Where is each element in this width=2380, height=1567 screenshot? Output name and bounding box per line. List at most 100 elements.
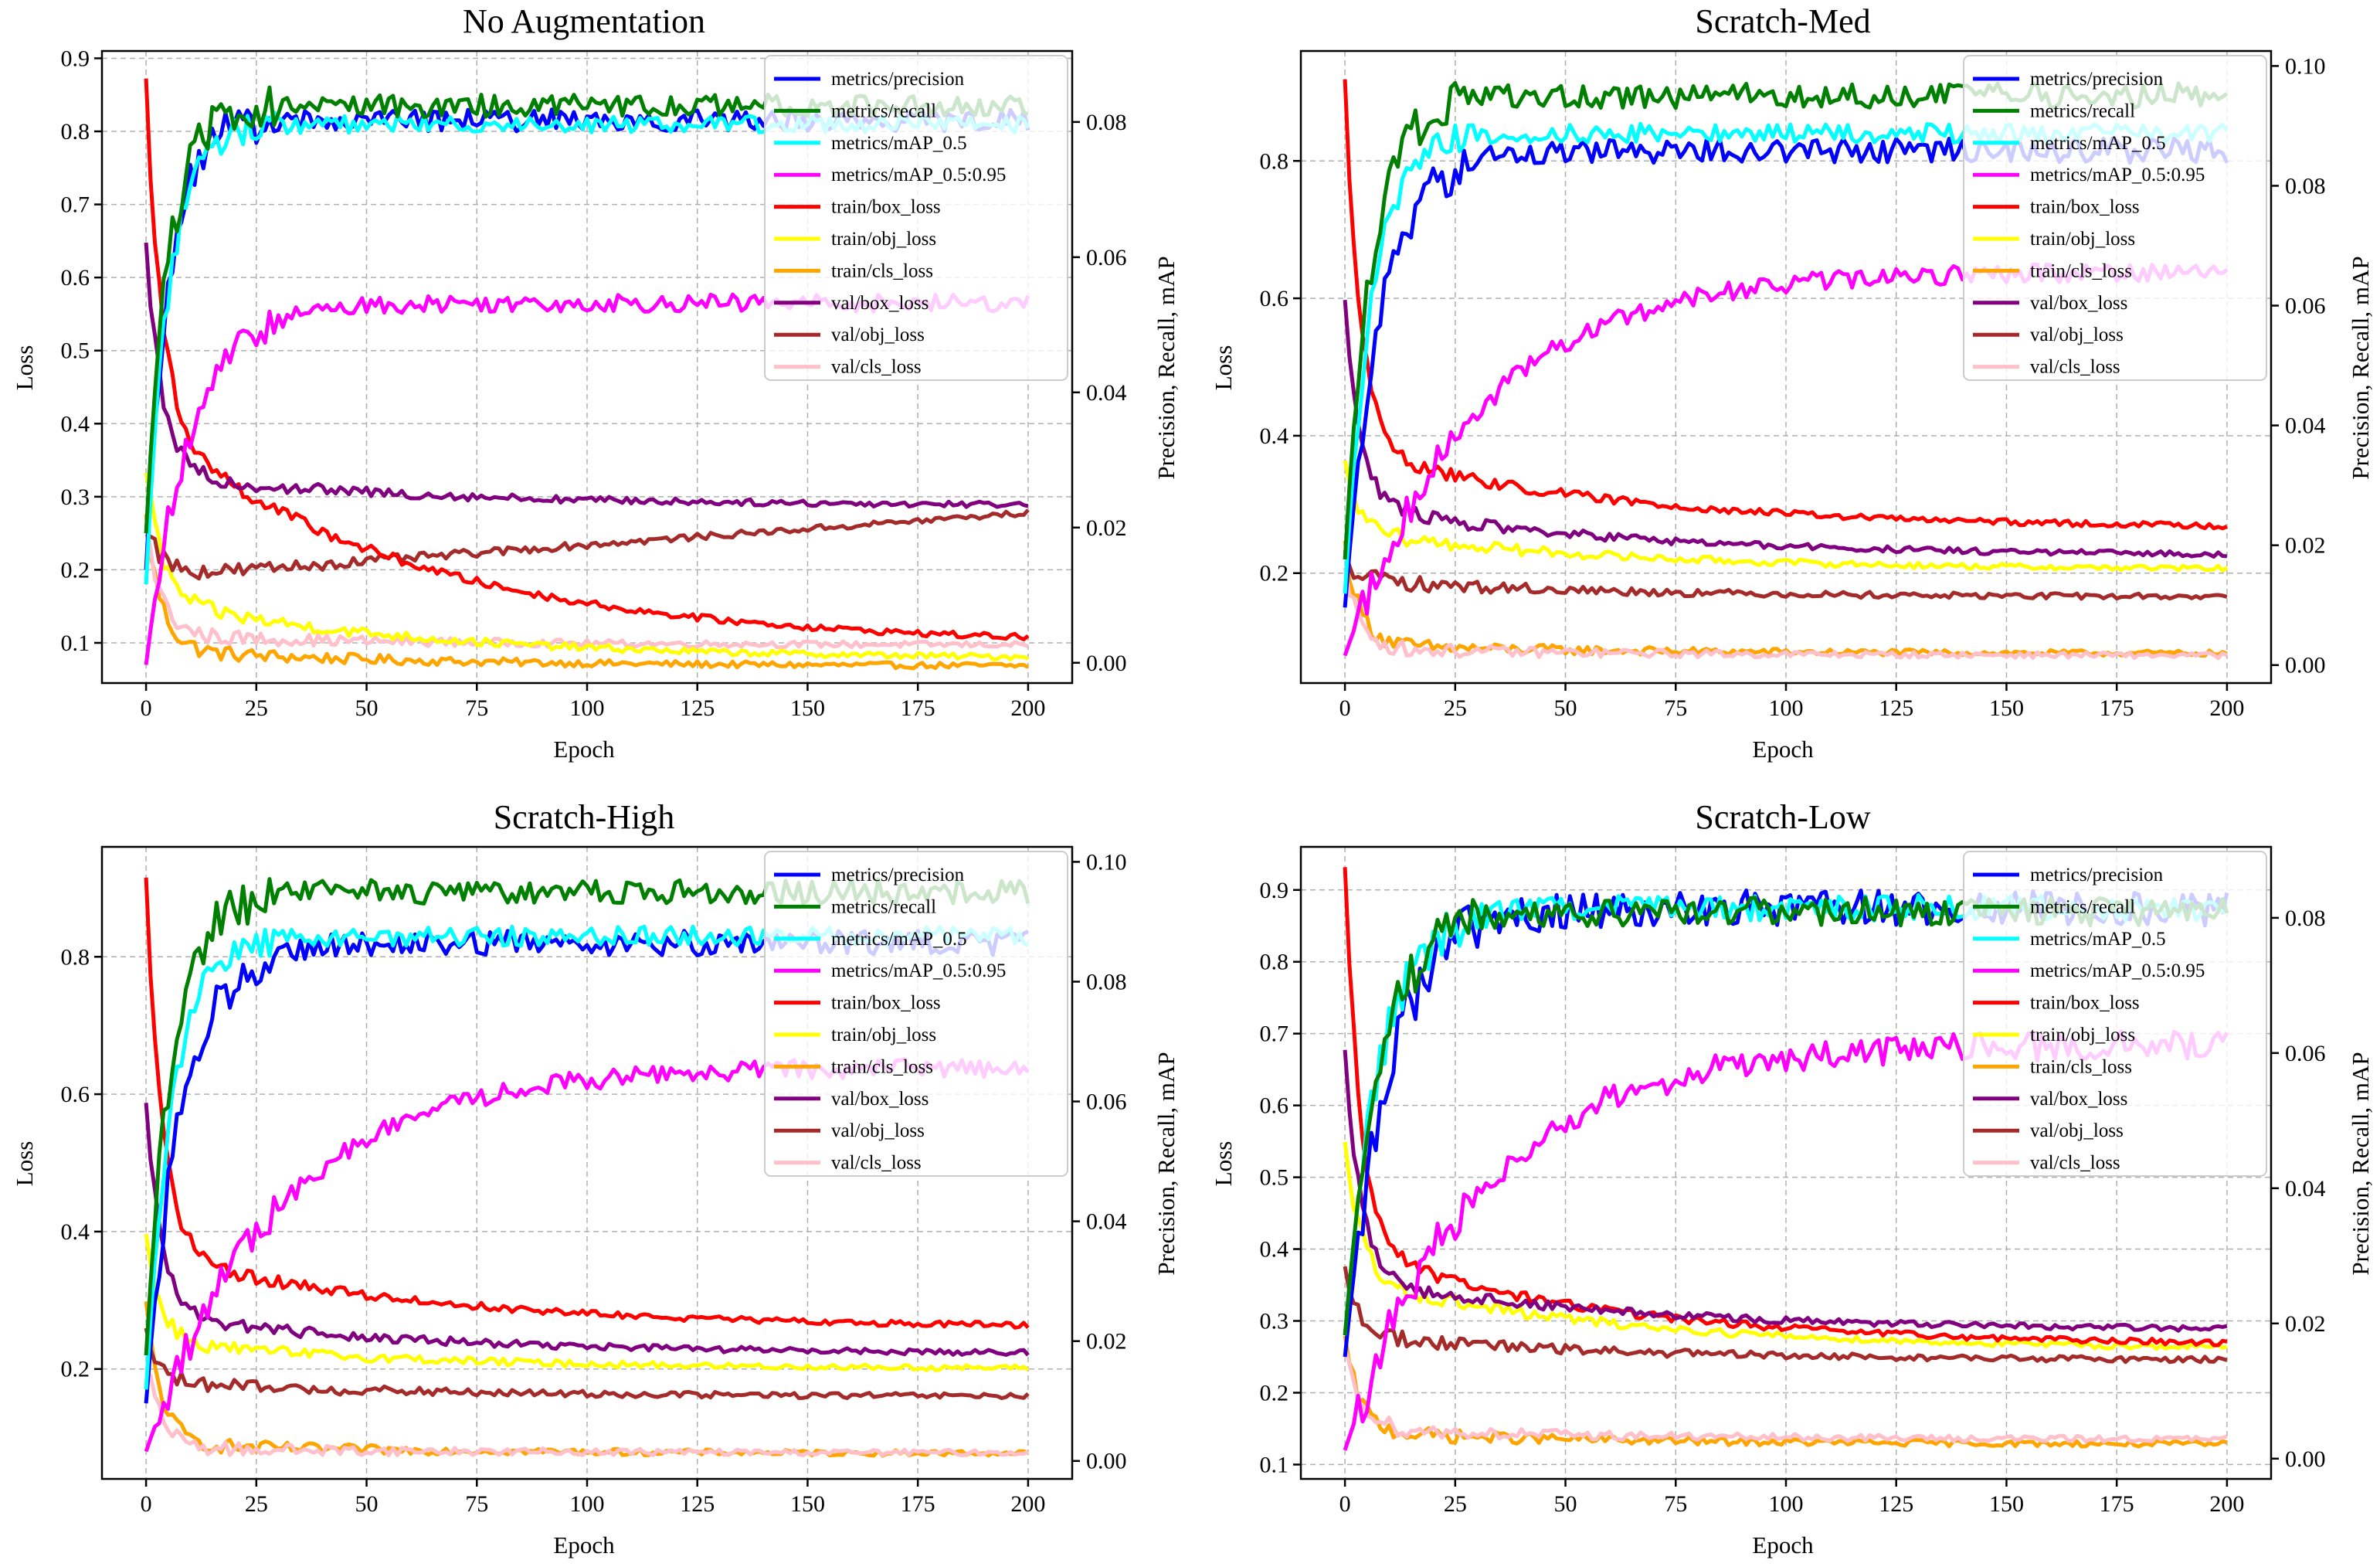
legend-label: metrics/recall (2030, 896, 2135, 917)
y-tick-label-right: 0.10 (2285, 53, 2326, 79)
y-tick-label-right: 0.02 (1086, 515, 1127, 541)
y-tick-label-left: 0.4 (61, 1219, 90, 1245)
series-line-val-cls-loss (1343, 567, 2229, 661)
legend-label: metrics/recall (2030, 100, 2135, 121)
y-tick-label-right: 0.08 (1086, 110, 1127, 135)
x-tick-label: 0 (141, 1491, 152, 1517)
legend-label: train/obj_loss (831, 1025, 936, 1045)
legend-label: train/obj_loss (831, 229, 936, 250)
y-axis-label-right: Precision, Recall, mAP (1153, 256, 1180, 479)
y-tick-label-right: 0.08 (2285, 906, 2326, 931)
y-tick-label-left: 0.9 (61, 46, 90, 71)
x-tick-label: 75 (1664, 695, 1687, 721)
y-tick-label-right: 0.06 (1086, 245, 1127, 270)
x-tick-label: 150 (1989, 1491, 2024, 1517)
y-tick-label-right: 0.02 (2285, 1311, 2326, 1337)
legend-label: train/cls_loss (2030, 1056, 2132, 1077)
legend: metrics/precision metrics/recall metrics/m… (1963, 851, 2267, 1177)
chart-title: Scratch-High (494, 798, 675, 836)
x-tick-label: 25 (1444, 695, 1467, 721)
x-tick-label: 175 (901, 695, 935, 721)
legend-box (1963, 851, 2267, 1177)
legend-label: metrics/mAP_0.5 (831, 133, 967, 154)
legend-label: val/box_loss (831, 1089, 929, 1110)
y-axis-label-left: Loss (11, 1141, 38, 1187)
legend: metrics/precision metrics/recall metrics/m… (764, 851, 1068, 1177)
y-tick-label-left: 0.1 (1260, 1452, 1289, 1477)
legend-label: val/cls_loss (831, 357, 922, 378)
y-tick-label-left: 0.6 (61, 265, 90, 291)
x-tick-label: 0 (1339, 695, 1351, 721)
series-line-train-box-loss (144, 877, 1030, 1330)
y-tick-label-right: 0.04 (1086, 380, 1127, 406)
legend-label: val/cls_loss (831, 1153, 922, 1174)
y-tick-label-right: 0.10 (1086, 849, 1127, 875)
x-tick-label: 100 (1769, 695, 1804, 721)
x-axis-label: Epoch (553, 1531, 615, 1559)
x-tick-label: 150 (790, 695, 825, 721)
legend-label: val/obj_loss (2030, 1120, 2124, 1141)
x-tick-label: 150 (790, 1491, 825, 1517)
x-tick-label: 175 (901, 1491, 935, 1517)
legend-label: metrics/mAP_0.5:0.95 (2030, 960, 2205, 981)
y-axis-label-left: Loss (1210, 1141, 1237, 1187)
series-line-train-box-loss (144, 78, 1030, 641)
legend-label: val/cls_loss (2030, 357, 2120, 378)
legend-box (764, 55, 1068, 381)
y-axis-label-left: Loss (11, 345, 38, 391)
y-tick-label-left: 0.6 (1260, 1093, 1289, 1119)
y-tick-label-left: 0.3 (1260, 1309, 1289, 1334)
chart-title: No Augmentation (463, 2, 705, 40)
x-tick-label: 100 (1769, 1491, 1804, 1517)
y-tick-label-left: 0.2 (61, 557, 90, 583)
y-tick-label-left: 0.2 (1260, 561, 1289, 586)
y-tick-label-right: 0.02 (1086, 1329, 1127, 1355)
y-tick-label-right: 0.06 (2285, 294, 2326, 319)
y-tick-label-right: 0.08 (1086, 969, 1127, 994)
y-tick-label-right: 0.04 (1086, 1209, 1127, 1235)
y-tick-label-right: 0.04 (2285, 1176, 2326, 1202)
y-tick-label-right: 0.00 (1086, 651, 1127, 676)
x-tick-label: 50 (355, 695, 379, 721)
y-tick-label-left: 0.4 (61, 411, 90, 437)
y-tick-label-right: 0.00 (2285, 1446, 2326, 1472)
x-tick-label: 150 (1989, 695, 2024, 721)
y-axis-label-right: Precision, Recall, mAP (2347, 256, 2374, 479)
y-tick-label-left: 0.7 (1260, 1021, 1289, 1047)
series-line-train-box-loss (1343, 867, 2228, 1348)
legend-label: train/box_loss (831, 993, 941, 1014)
series-line-val-obj-loss (144, 1327, 1030, 1400)
x-axis-label: Epoch (553, 736, 615, 763)
y-tick-label-right: 0.02 (2285, 533, 2326, 559)
y-tick-label-right: 0.06 (1086, 1089, 1127, 1115)
legend-label: val/obj_loss (831, 325, 925, 345)
x-tick-label: 0 (141, 695, 152, 721)
y-axis-label-right: Precision, Recall, mAP (2347, 1052, 2374, 1275)
chart-title: Scratch-Med (1695, 2, 1870, 40)
x-tick-label: 25 (1444, 1491, 1467, 1517)
legend-label: metrics/recall (831, 896, 936, 917)
legend-label: train/obj_loss (2030, 229, 2135, 250)
legend: metrics/precision metrics/recall metrics/m… (764, 55, 1068, 381)
y-tick-label-left: 0.5 (1260, 1165, 1289, 1191)
x-tick-label: 200 (2209, 1491, 2244, 1517)
x-tick-label: 50 (355, 1491, 379, 1517)
chart-title: Scratch-Low (1695, 798, 1870, 836)
x-tick-label: 175 (2100, 695, 2134, 721)
legend-box (764, 851, 1068, 1177)
y-tick-label-left: 0.2 (1260, 1380, 1289, 1406)
y-tick-label-right: 0.00 (2285, 653, 2326, 678)
x-tick-label: 100 (570, 695, 605, 721)
series-line-train-obj-loss (144, 472, 1029, 661)
legend-label: val/obj_loss (2030, 325, 2124, 345)
y-axis-label-right: Precision, Recall, mAP (1153, 1052, 1180, 1275)
y-tick-label-left: 0.8 (1260, 148, 1289, 174)
legend-label: train/box_loss (2030, 197, 2140, 218)
y-tick-label-left: 0.7 (61, 192, 90, 218)
legend-label: train/box_loss (2030, 993, 2140, 1014)
y-tick-label-right: 0.04 (2285, 413, 2326, 439)
x-tick-label: 200 (2209, 695, 2244, 721)
legend-label: metrics/recall (831, 100, 936, 121)
series-line-val-obj-loss (1343, 1266, 2228, 1365)
